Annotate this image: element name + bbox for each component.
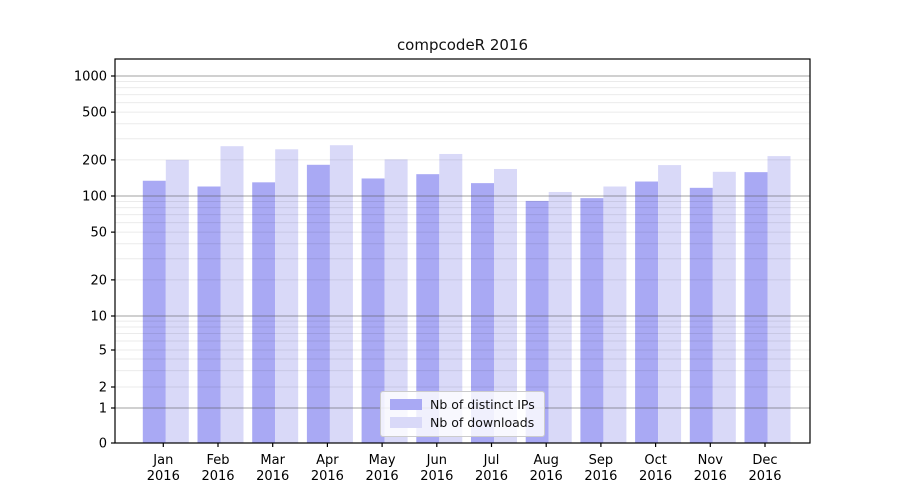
y-tick-label: 0 (99, 437, 107, 452)
x-tick-label-year: 2016 (311, 469, 344, 484)
bar-downloads (329, 145, 353, 443)
x-tick-label-year: 2016 (475, 469, 508, 484)
y-tick-label: 200 (82, 153, 107, 168)
bar-distinct-ips (197, 186, 221, 444)
y-tick-label: 2 (99, 381, 107, 396)
bar-distinct-ips (252, 182, 276, 444)
x-tick-label-year: 2016 (420, 469, 453, 484)
bar-downloads (548, 191, 572, 443)
x-tick-label-month: Aug (534, 453, 559, 468)
y-tick-label: 500 (82, 106, 107, 121)
y-tick-label: 100 (82, 190, 107, 205)
x-tick-label-year: 2016 (748, 469, 781, 484)
x-tick-label-year: 2016 (639, 469, 672, 484)
x-tick-label-year: 2016 (694, 469, 727, 484)
bar-downloads (603, 186, 627, 444)
bar-distinct-ips (471, 183, 494, 443)
x-tick-label-month: May (369, 453, 396, 468)
x-tick-label-month: Nov (698, 453, 724, 468)
bar-downloads (384, 159, 408, 443)
bar-downloads (165, 159, 189, 443)
bar-distinct-ips (361, 178, 385, 443)
bar-distinct-ips (580, 198, 604, 443)
y-tick-label: 1000 (74, 70, 107, 85)
bar-downloads (275, 149, 299, 444)
bar-distinct-ips (635, 181, 659, 443)
y-tick-label: 50 (90, 226, 107, 241)
x-tick-label-month: Jan (152, 453, 173, 468)
legend-swatch-distinct-ips-icon (390, 399, 422, 410)
y-tick-label: 5 (99, 344, 107, 359)
x-tick-label-year: 2016 (530, 469, 563, 484)
bar-downloads (439, 153, 463, 444)
bar-downloads (220, 146, 244, 444)
legend-entry-downloads: Nb of downloads (390, 415, 535, 430)
x-tick-label-month: Jun (426, 453, 447, 468)
y-tick-label: 1 (99, 402, 107, 417)
x-tick-label-year: 2016 (256, 469, 289, 484)
x-tick-label-month: Oct (644, 453, 666, 468)
x-tick-label-month: Mar (260, 453, 285, 468)
bar-distinct-ips (744, 172, 768, 444)
x-tick-label-year: 2016 (201, 469, 234, 484)
x-tick-label-month: Dec (752, 453, 777, 468)
legend-label-downloads: Nb of downloads (430, 415, 535, 430)
x-tick-label-year: 2016 (147, 469, 180, 484)
x-tick-label-month: Feb (206, 453, 229, 468)
bar-downloads (494, 168, 517, 443)
bar-distinct-ips (416, 174, 440, 443)
bar-distinct-ips (142, 180, 166, 443)
x-tick-label-year: 2016 (366, 469, 399, 484)
x-tick-label-year: 2016 (584, 469, 617, 484)
x-tick-label-month: Jul (483, 453, 500, 468)
chart-title: compcodeR 2016 (396, 36, 529, 54)
legend-swatch-downloads-icon (390, 417, 422, 428)
bar-downloads (712, 171, 736, 444)
bar-downloads (658, 165, 682, 444)
legend-entry-distinct-ips: Nb of distinct IPs (390, 397, 535, 412)
y-tick-label: 20 (90, 273, 107, 288)
bar-distinct-ips (525, 200, 549, 443)
x-tick-label-month: Apr (316, 453, 339, 468)
x-tick-label-month: Sep (589, 453, 614, 468)
axis-frame (114, 58, 811, 444)
y-tick-label: 10 (90, 310, 107, 325)
bar-distinct-ips (689, 187, 713, 443)
bar-distinct-ips (306, 164, 330, 443)
bar-downloads (767, 156, 791, 443)
legend: Nb of distinct IPs Nb of downloads (380, 391, 545, 437)
legend-label-distinct-ips: Nb of distinct IPs (430, 397, 535, 412)
